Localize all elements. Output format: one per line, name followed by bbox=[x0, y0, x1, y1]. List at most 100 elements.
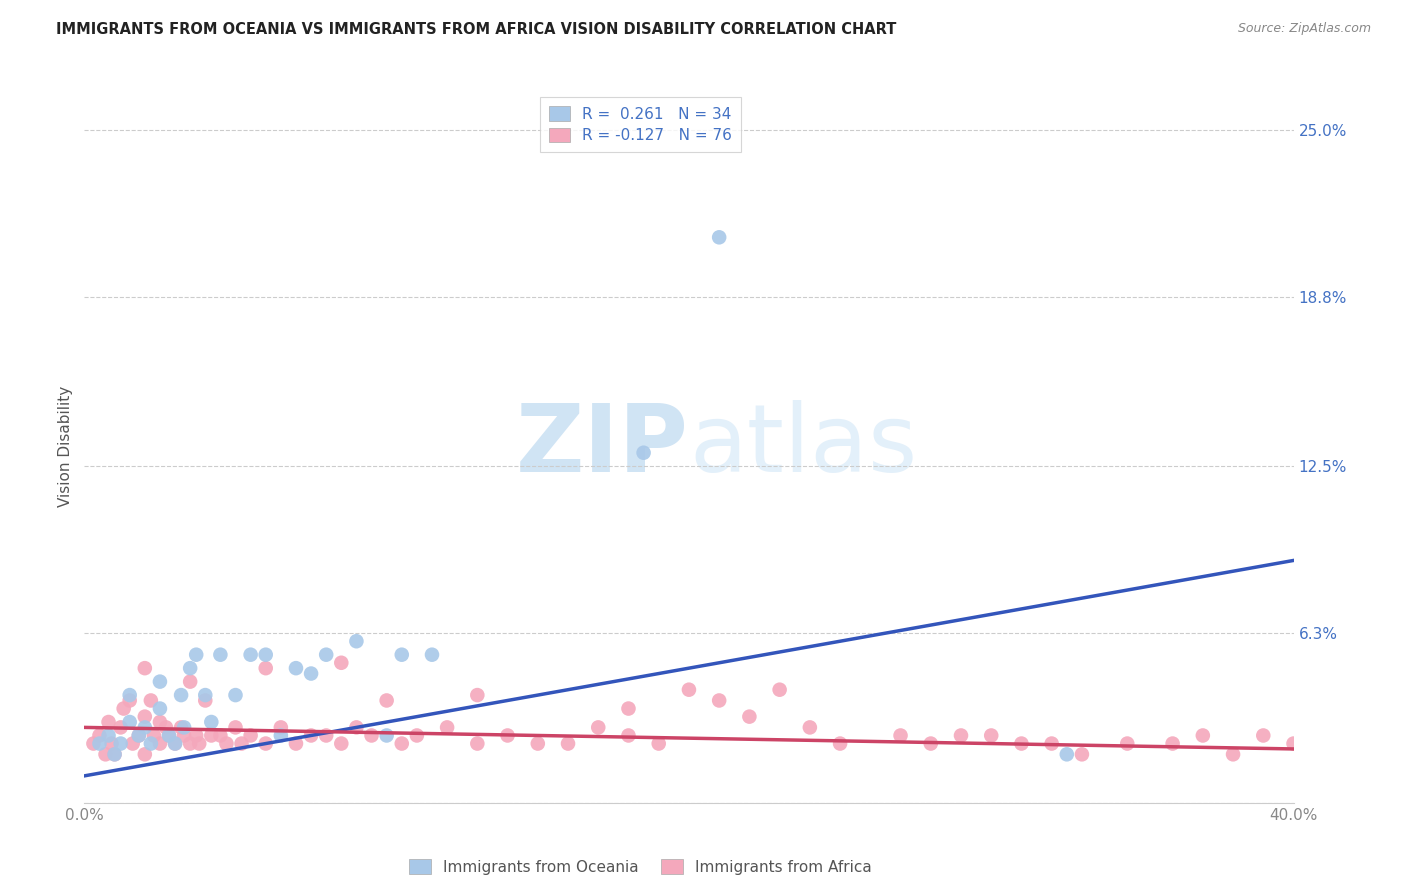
Point bbox=[467, 737, 489, 751]
Point bbox=[188, 737, 211, 751]
Point bbox=[1040, 737, 1063, 751]
Point bbox=[139, 693, 162, 707]
Point bbox=[330, 656, 353, 670]
Point bbox=[254, 648, 277, 662]
Point bbox=[299, 729, 322, 743]
Point bbox=[200, 729, 222, 743]
Point bbox=[186, 729, 208, 743]
Point bbox=[89, 737, 111, 751]
Point bbox=[980, 729, 1002, 743]
Point bbox=[118, 688, 141, 702]
Point bbox=[1282, 737, 1305, 751]
Point bbox=[527, 737, 550, 751]
Point bbox=[209, 729, 232, 743]
Point bbox=[1253, 729, 1275, 743]
Point bbox=[104, 747, 127, 762]
Point bbox=[1192, 729, 1215, 743]
Point bbox=[194, 688, 217, 702]
Text: IMMIGRANTS FROM OCEANIA VS IMMIGRANTS FROM AFRICA VISION DISABILITY CORRELATION : IMMIGRANTS FROM OCEANIA VS IMMIGRANTS FR… bbox=[56, 22, 897, 37]
Point bbox=[617, 701, 640, 715]
Point bbox=[709, 230, 731, 244]
Point bbox=[648, 737, 671, 751]
Point bbox=[375, 729, 398, 743]
Point bbox=[496, 729, 519, 743]
Point bbox=[128, 729, 150, 743]
Point bbox=[1071, 747, 1094, 762]
Point bbox=[134, 709, 156, 723]
Point bbox=[270, 729, 292, 743]
Point bbox=[194, 693, 217, 707]
Point bbox=[285, 737, 308, 751]
Point bbox=[950, 729, 973, 743]
Point bbox=[920, 737, 942, 751]
Point bbox=[142, 729, 165, 743]
Point bbox=[375, 693, 398, 707]
Point bbox=[149, 737, 172, 751]
Point bbox=[1056, 747, 1078, 762]
Point bbox=[315, 648, 337, 662]
Point bbox=[346, 720, 368, 734]
Legend: Immigrants from Oceania, Immigrants from Africa: Immigrants from Oceania, Immigrants from… bbox=[404, 853, 877, 880]
Point bbox=[830, 737, 852, 751]
Y-axis label: Vision Disability: Vision Disability bbox=[58, 385, 73, 507]
Point bbox=[149, 714, 172, 729]
Point bbox=[315, 729, 337, 743]
Point bbox=[254, 661, 277, 675]
Point bbox=[239, 648, 262, 662]
Point bbox=[346, 634, 368, 648]
Point bbox=[97, 729, 120, 743]
Point bbox=[173, 720, 195, 734]
Point bbox=[709, 693, 731, 707]
Point bbox=[97, 714, 120, 729]
Text: atlas: atlas bbox=[689, 400, 917, 492]
Point bbox=[890, 729, 912, 743]
Point bbox=[225, 720, 247, 734]
Point bbox=[121, 737, 143, 751]
Point bbox=[165, 737, 187, 751]
Point bbox=[633, 446, 655, 460]
Point bbox=[100, 737, 122, 751]
Point bbox=[215, 737, 238, 751]
Point bbox=[231, 737, 253, 751]
Point bbox=[139, 737, 162, 751]
Point bbox=[738, 709, 761, 723]
Point bbox=[617, 729, 640, 743]
Point bbox=[1116, 737, 1139, 751]
Point bbox=[104, 747, 127, 762]
Text: ZIP: ZIP bbox=[516, 400, 689, 492]
Point bbox=[1011, 737, 1033, 751]
Point bbox=[436, 720, 458, 734]
Point bbox=[134, 747, 156, 762]
Point bbox=[225, 688, 247, 702]
Point bbox=[149, 701, 172, 715]
Point bbox=[134, 661, 156, 675]
Point bbox=[360, 729, 382, 743]
Point bbox=[406, 729, 429, 743]
Point bbox=[128, 729, 150, 743]
Point bbox=[165, 737, 187, 751]
Point bbox=[82, 737, 104, 751]
Point bbox=[118, 693, 141, 707]
Point bbox=[391, 737, 413, 751]
Point bbox=[157, 729, 180, 743]
Point bbox=[557, 737, 579, 751]
Point bbox=[1161, 737, 1184, 751]
Point bbox=[239, 729, 262, 743]
Point bbox=[467, 688, 489, 702]
Point bbox=[678, 682, 700, 697]
Point bbox=[799, 720, 821, 734]
Point bbox=[149, 674, 172, 689]
Point bbox=[285, 661, 308, 675]
Point bbox=[179, 661, 201, 675]
Point bbox=[94, 747, 117, 762]
Point bbox=[179, 737, 201, 751]
Point bbox=[110, 720, 132, 734]
Text: Source: ZipAtlas.com: Source: ZipAtlas.com bbox=[1237, 22, 1371, 36]
Point bbox=[330, 737, 353, 751]
Point bbox=[254, 737, 277, 751]
Point bbox=[186, 648, 208, 662]
Point bbox=[200, 714, 222, 729]
Point bbox=[170, 688, 193, 702]
Point bbox=[391, 648, 413, 662]
Point bbox=[179, 674, 201, 689]
